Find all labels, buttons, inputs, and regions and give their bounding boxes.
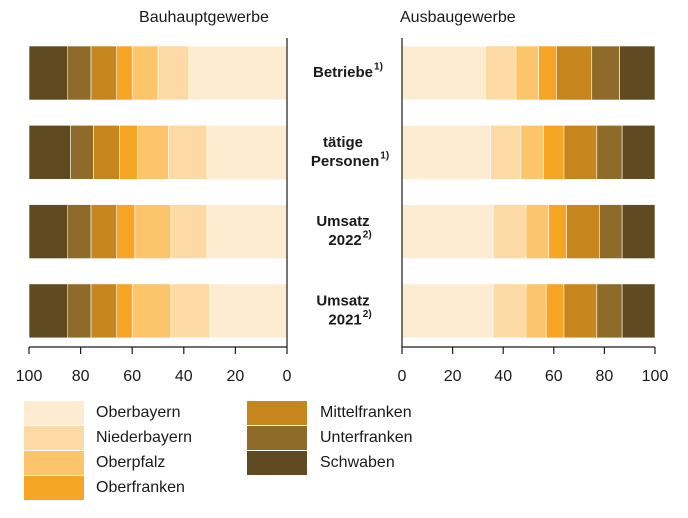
- bar-segment: [28, 204, 69, 259]
- bar-segment: [563, 125, 598, 180]
- legend-swatch: [24, 401, 84, 425]
- bar-segment: [548, 204, 567, 259]
- x-tick-label: 40: [494, 368, 512, 385]
- bar-segment: [401, 204, 494, 259]
- x-tick-label: 80: [72, 368, 90, 385]
- legend-label: Unterfranken: [320, 429, 413, 446]
- bar-segment: [563, 283, 598, 339]
- bar-segment: [131, 45, 159, 101]
- bar-segment: [116, 45, 133, 101]
- bar-segment: [520, 125, 544, 180]
- x-tick-label: 20: [227, 368, 245, 385]
- bar-segment: [591, 45, 620, 101]
- legend-label: Oberpfalz: [96, 454, 165, 471]
- legend-swatch: [24, 476, 84, 500]
- bar-segment: [170, 204, 208, 259]
- bar-segment: [621, 204, 656, 259]
- category-label: Umsatz 2022: [316, 213, 369, 249]
- category-label: Umsatz 2021: [316, 292, 369, 328]
- footnote-mark: 2): [363, 230, 372, 241]
- bar-segment: [28, 125, 71, 180]
- bar-segment: [116, 204, 136, 259]
- x-tick-label: 0: [283, 368, 292, 385]
- bar-segment: [525, 283, 547, 339]
- x-tick-label: 80: [596, 368, 614, 385]
- bar-segment: [566, 204, 600, 259]
- bar-segment: [188, 45, 288, 101]
- bar-segment: [119, 125, 138, 180]
- x-tick-label: 0: [398, 368, 407, 385]
- bar-segment: [157, 45, 190, 101]
- bar-segment: [131, 283, 172, 339]
- legend-label: Mittelfranken: [320, 404, 412, 421]
- legend-swatch: [247, 426, 307, 450]
- bar-segment: [599, 204, 623, 259]
- bar-segment: [492, 204, 527, 259]
- bar-segment: [116, 283, 133, 339]
- bar-segment: [401, 125, 491, 180]
- bar-segment: [485, 45, 517, 101]
- category-label: Betriebe: [313, 64, 373, 81]
- bar-segment: [134, 204, 172, 259]
- bar-segment: [90, 283, 118, 339]
- bar-segment: [543, 125, 565, 180]
- x-tick-label: 60: [123, 368, 141, 385]
- panel-title: Ausbaugewerbe: [400, 9, 516, 26]
- legend-label: Oberfranken: [96, 479, 185, 496]
- legend-label: Niederbayern: [96, 429, 192, 446]
- bar-segment: [556, 45, 593, 101]
- bar-segment: [137, 125, 169, 180]
- legend-swatch: [24, 451, 84, 475]
- bar-segment: [28, 45, 69, 101]
- bar-segment: [93, 125, 120, 180]
- bar-segment: [168, 125, 208, 180]
- legend-label: Oberbayern: [96, 404, 181, 421]
- legend-swatch: [247, 451, 307, 475]
- bar-segment: [515, 45, 539, 101]
- bar-segment: [206, 125, 288, 180]
- x-tick-label: 100: [642, 368, 669, 385]
- footnote-mark: 1): [374, 62, 383, 73]
- bar-segment: [545, 283, 565, 339]
- bar-segment: [538, 45, 557, 101]
- category-label: tätige Personen: [307, 134, 380, 170]
- bar-segment: [67, 45, 92, 101]
- bar-segment: [209, 283, 288, 339]
- legend-label: Schwaben: [320, 454, 395, 471]
- bar-segment: [490, 125, 522, 180]
- bar-segment: [170, 283, 210, 339]
- bar-segment: [596, 125, 623, 180]
- legend-swatch: [24, 426, 84, 450]
- bar-segment: [67, 204, 92, 259]
- bar-segment: [621, 283, 656, 339]
- bar-segment: [621, 125, 656, 180]
- bar-segment: [90, 45, 118, 101]
- bar-segment: [596, 283, 623, 339]
- legend-swatch: [247, 401, 307, 425]
- bar-segment: [90, 204, 118, 259]
- bar-segment: [206, 204, 288, 259]
- x-tick-label: 20: [444, 368, 462, 385]
- bar-segment: [28, 283, 69, 339]
- bar-segment: [67, 283, 92, 339]
- bar-segment: [69, 125, 94, 180]
- x-tick-label: 40: [175, 368, 193, 385]
- panel-title: Bauhauptgewerbe: [139, 9, 269, 26]
- bar-segment: [619, 45, 656, 101]
- x-tick-label: 100: [16, 368, 43, 385]
- bar-segment: [401, 283, 494, 339]
- footnote-mark: 2): [363, 309, 372, 320]
- bar-segment: [492, 283, 527, 339]
- bar-segment: [525, 204, 550, 259]
- bar-segment: [401, 45, 486, 101]
- footnote-mark: 1): [380, 150, 389, 161]
- x-tick-label: 60: [545, 368, 563, 385]
